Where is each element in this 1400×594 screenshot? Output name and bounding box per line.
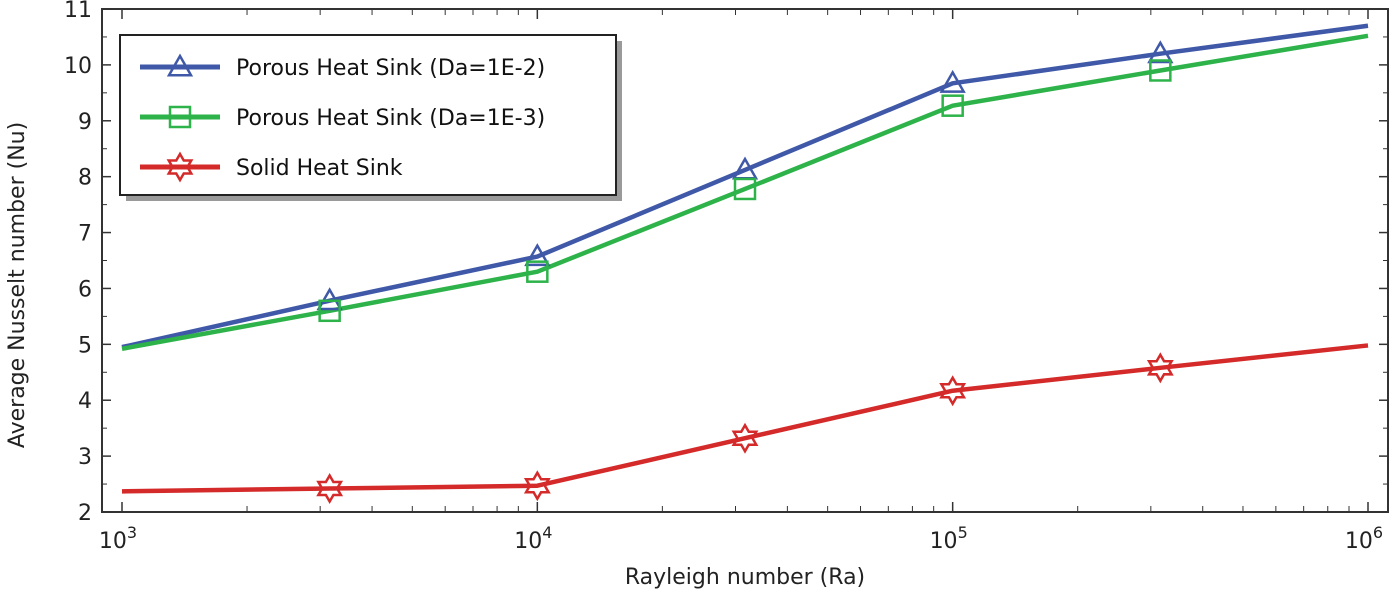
y-axis-label: Average Nusselt number (Nu) xyxy=(5,122,30,448)
series-line-2 xyxy=(121,33,1369,352)
y-tick-label: 8 xyxy=(78,166,92,191)
y-tick-label: 9 xyxy=(78,110,92,135)
y-tick-label: 4 xyxy=(78,389,92,414)
legend-marker-1 xyxy=(166,53,194,77)
data-point-3-2 xyxy=(316,473,344,505)
legend-marker-3 xyxy=(166,151,194,183)
axis-ticks xyxy=(102,8,1388,513)
data-point-2-4 xyxy=(733,177,757,201)
x-tick-label: 104 xyxy=(514,523,552,554)
data-point-2-5 xyxy=(941,94,964,117)
y-tick-label: 2 xyxy=(78,501,92,526)
data-point-3-4 xyxy=(731,422,759,454)
y-tick-label: 3 xyxy=(78,445,92,470)
x-tick-label: 105 xyxy=(930,523,968,554)
y-tick-label: 7 xyxy=(78,222,92,247)
legend-marker-2 xyxy=(168,105,192,129)
legend-label-1: Porous Heat Sink (Da=1E-2) xyxy=(236,56,545,81)
x-tick-label: 106 xyxy=(1345,523,1383,554)
x-axis-label: Rayleigh number (Ra) xyxy=(625,565,865,590)
series-markers xyxy=(316,40,1174,505)
data-point-3-5 xyxy=(939,375,967,407)
data-point-2-2 xyxy=(318,299,341,323)
data-point-2-3 xyxy=(526,260,549,283)
y-tick-label: 11 xyxy=(64,0,92,23)
data-point-2-6 xyxy=(1149,59,1172,82)
data-point-1-3 xyxy=(524,243,551,267)
tick-labels: 2 3 4 5 6 7 8 9 10 11 103 104 105 106 xyxy=(64,0,1383,554)
data-point-3-3 xyxy=(523,470,551,502)
x-tick-label: 103 xyxy=(99,523,137,554)
legend: Porous Heat Sink (Da=1E-2) Porous Heat Si… xyxy=(119,34,622,201)
data-point-1-5 xyxy=(939,69,966,93)
legend-label-3: Solid Heat Sink xyxy=(236,156,403,181)
y-tick-label: 5 xyxy=(78,333,92,358)
data-point-3-6 xyxy=(1146,352,1174,384)
y-tick-label: 6 xyxy=(78,277,92,302)
data-point-1-6 xyxy=(1147,40,1174,64)
data-point-1-2 xyxy=(316,287,343,311)
series-line-3 xyxy=(121,343,1369,494)
legend-label-2: Porous Heat Sink (Da=1E-3) xyxy=(236,106,545,131)
y-tick-label: 10 xyxy=(64,54,92,79)
